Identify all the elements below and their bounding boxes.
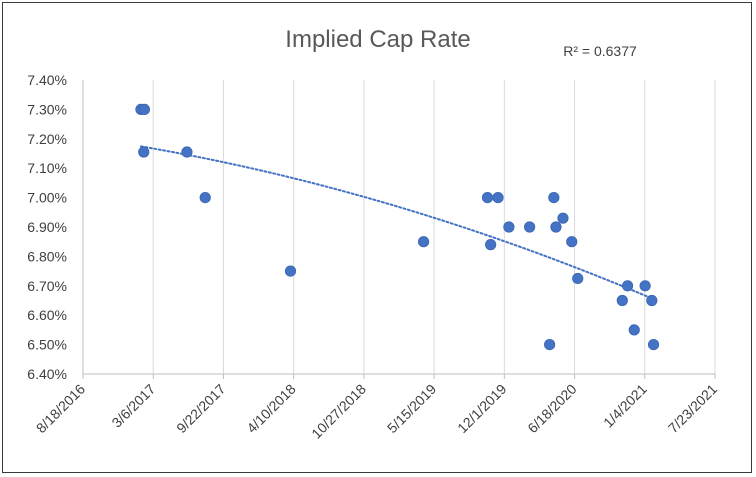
y-tick-label: 6.50% — [27, 337, 67, 353]
data-point — [481, 192, 494, 204]
data-point — [616, 294, 628, 307]
trendline — [139, 145, 655, 301]
y-axis-tick-labels: 6.40% 6.50% 6.60% 6.70% 6.80% 6.90% 7.00% 7.10%… — [27, 72, 67, 382]
x-tick-label: 10/27/2018 — [308, 381, 369, 442]
y-tick-label: 6.70% — [27, 278, 67, 294]
chart-frame — [2, 2, 752, 473]
chart-title: Implied Cap Rate — [285, 26, 470, 53]
x-tick-label: 5/15/2019 — [384, 381, 440, 437]
data-point — [284, 265, 297, 277]
data-point — [181, 146, 193, 158]
data-point — [492, 192, 504, 204]
data-point — [138, 146, 150, 158]
data-point — [557, 212, 569, 224]
data-point — [550, 221, 562, 233]
data-point — [572, 272, 584, 285]
x-tick-label: 4/10/2018 — [243, 381, 299, 437]
data-point — [548, 192, 560, 204]
data-point — [544, 338, 556, 351]
y-tick-label: 6.60% — [27, 307, 67, 323]
axes — [82, 80, 715, 375]
y-tick-label: 7.20% — [27, 131, 67, 147]
x-tick-label: 12/1/2019 — [454, 381, 510, 437]
data-point — [138, 103, 151, 116]
y-tick-label: 6.40% — [27, 366, 67, 382]
y-tick-label: 6.90% — [27, 219, 67, 235]
y-tick-label: 7.00% — [27, 190, 67, 206]
x-axis-tick-labels: 8/18/2016 3/6/2017 9/22/2017 4/10/2018 10/27… — [33, 374, 721, 442]
data-point — [566, 236, 578, 248]
data-point — [485, 239, 497, 251]
data-point — [647, 338, 660, 351]
y-tick-label: 7.10% — [27, 160, 67, 176]
data-point — [417, 236, 430, 248]
x-tick-label: 1/4/2021 — [600, 381, 650, 431]
x-tick-label: 9/22/2017 — [173, 381, 229, 437]
x-tick-label: 8/18/2016 — [33, 381, 89, 437]
y-tick-label: 6.80% — [27, 248, 67, 264]
x-tick-label: 3/6/2017 — [108, 381, 158, 431]
data-point — [199, 192, 211, 204]
x-tick-label: 6/18/2020 — [524, 381, 580, 437]
data-point — [621, 280, 634, 292]
y-tick-label: 7.30% — [27, 101, 67, 117]
r-squared-label: R² = 0.6377 — [563, 43, 637, 59]
data-point — [628, 324, 640, 336]
data-points — [135, 103, 660, 351]
y-tick-label: 7.40% — [27, 72, 67, 88]
x-tick-label: 7/23/2021 — [665, 381, 721, 437]
trendline-path — [139, 145, 655, 301]
data-point — [524, 221, 536, 233]
data-point — [646, 294, 658, 307]
data-point — [503, 221, 515, 233]
data-point — [639, 280, 651, 292]
